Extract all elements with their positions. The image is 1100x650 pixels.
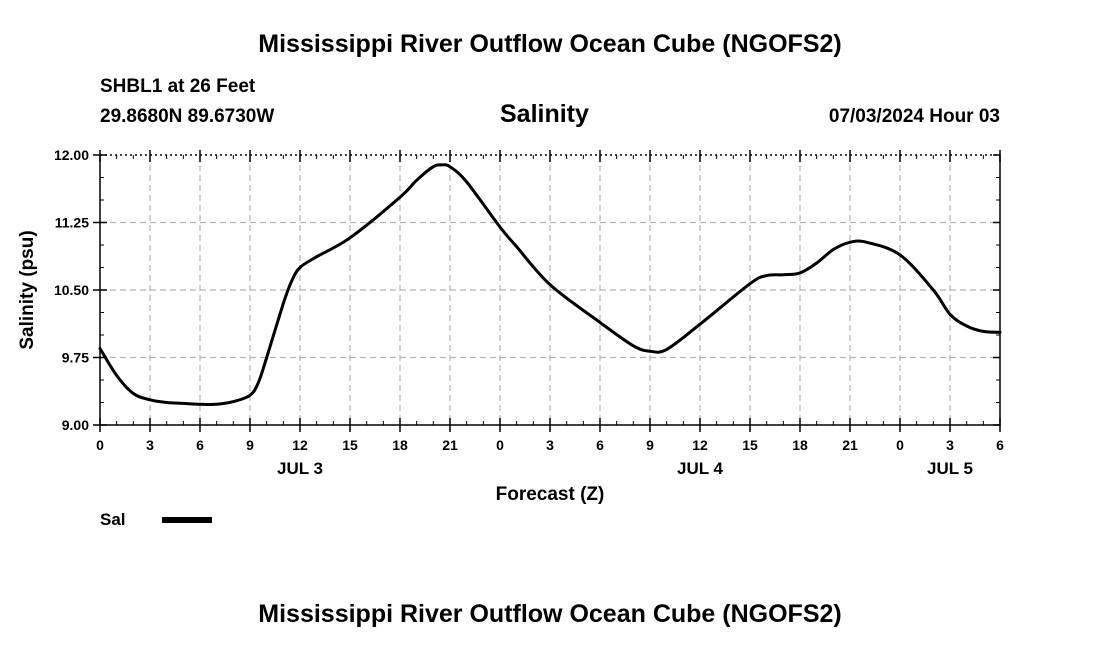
- x-tick-label: 15: [342, 437, 358, 453]
- series-line-sal: [98, 163, 1002, 407]
- x-tick-label: 0: [96, 437, 104, 453]
- y-tick-label: 9.00: [62, 417, 89, 433]
- x-tick-label: 9: [246, 437, 254, 453]
- y-tick-label: 11.25: [55, 215, 89, 231]
- bottom-title: Mississippi River Outflow Ocean Cube (NG…: [258, 600, 842, 628]
- chart-title: Salinity: [500, 100, 589, 128]
- x-tick-label: 6: [196, 437, 204, 453]
- x-tick-label: 3: [546, 437, 554, 453]
- legend-swatch: [162, 517, 212, 523]
- x-axis-label: Forecast (Z): [496, 484, 605, 505]
- timestamp-label: 07/03/2024 Hour 03: [828, 106, 1000, 127]
- x-tick-label: 0: [896, 437, 904, 453]
- date-label: JUL 3: [277, 459, 323, 478]
- main-title: Mississippi River Outflow Ocean Cube (NG…: [258, 30, 842, 58]
- x-tick-label: 21: [842, 437, 858, 453]
- x-tick-label: 21: [442, 437, 458, 453]
- x-tick-label: 0: [496, 437, 504, 453]
- y-tick-label: 10.50: [54, 282, 89, 298]
- station-label: SHBL1 at 26 Feet: [100, 76, 256, 97]
- x-tick-label: 12: [292, 437, 308, 453]
- y-axis-label: Salinity (psu): [17, 230, 38, 349]
- x-tick-label: 3: [946, 437, 954, 453]
- x-tick-label: 6: [596, 437, 604, 453]
- date-label: JUL 4: [677, 459, 724, 478]
- x-tick-label: 18: [392, 437, 408, 453]
- y-tick-label: 12.00: [54, 147, 89, 163]
- x-tick-label: 12: [692, 437, 708, 453]
- x-tick-label: 3: [146, 437, 154, 453]
- y-tick-label: 9.75: [62, 350, 89, 366]
- date-label: JUL 5: [927, 459, 973, 478]
- legend-label: Sal: [100, 510, 126, 529]
- x-tick-label: 18: [792, 437, 808, 453]
- x-tick-label: 15: [742, 437, 758, 453]
- x-tick-label: 6: [996, 437, 1004, 453]
- location-label: 29.8680N 89.6730W: [100, 106, 275, 127]
- x-tick-label: 9: [646, 437, 654, 453]
